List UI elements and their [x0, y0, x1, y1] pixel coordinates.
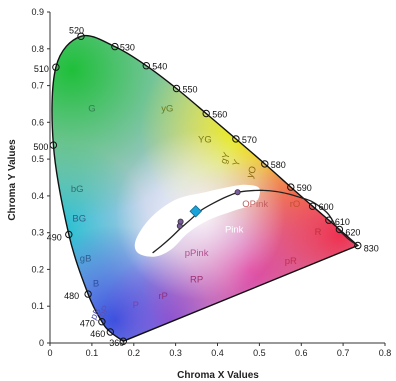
wavelength-label-480: 480	[64, 291, 79, 301]
wavelength-point-470	[98, 318, 106, 326]
y-tick-label: 0.1	[31, 301, 44, 311]
wavelength-label-830: 830	[364, 244, 379, 254]
wavelength-label-560: 560	[212, 110, 227, 120]
y-tick-label: 0.3	[31, 228, 44, 238]
spectral-locus-outline	[51, 34, 360, 342]
x-tick-label: 0.6	[295, 348, 308, 358]
wavelength-label-620: 620	[345, 227, 360, 237]
wavelength-label-600: 600	[319, 202, 334, 212]
x-tick-labels: 0 0.1 0.2 0.3 0.4 0.5 0.6 0.7 0.8	[47, 343, 391, 358]
y-tick-label: 0.2	[31, 264, 44, 274]
region-label-yg: yG	[161, 103, 173, 114]
x-tick-label: 0.4	[211, 348, 224, 358]
region-label-bp: bP	[97, 304, 112, 320]
region-label-bg: bG	[71, 184, 84, 195]
region-label-g: G	[88, 103, 95, 114]
wavelength-label-610: 610	[335, 217, 350, 227]
region-label-pink: Pink	[225, 225, 244, 236]
x-tick-label: 0.8	[379, 348, 392, 358]
x-tick-label: 0	[47, 348, 52, 358]
wavelength-point-570	[232, 135, 240, 143]
x-tick-label: 0.3	[169, 348, 182, 358]
x-axis-title: Chroma X Values	[177, 370, 259, 381]
region-label-rp: RP	[190, 274, 203, 285]
wavelength-label-590: 590	[297, 183, 312, 193]
diamond-marker	[189, 205, 202, 218]
wavelength-label-540: 540	[152, 62, 167, 72]
region-label-ro: rO	[290, 199, 301, 210]
region-label-bg: BG	[72, 214, 86, 225]
wavelength-markers	[49, 32, 362, 345]
region-label-gb: gB	[80, 253, 92, 264]
wavelength-label-550: 550	[183, 85, 198, 95]
y-tick-label: 0.7	[31, 81, 44, 91]
circle-marker-3	[234, 189, 241, 196]
data-markers	[176, 189, 241, 229]
y-tick-label: 0.5	[31, 154, 44, 164]
wavelength-point-620	[335, 225, 344, 234]
y-tick-label: 0	[39, 338, 44, 348]
circle-marker-1	[177, 218, 184, 225]
y-tick-label: 0.9	[31, 7, 44, 17]
y-tick-labels: 0 0.1 0.2 0.3 0.4 0.5 0.6 0.7 0.8 0.9	[31, 7, 50, 348]
wavelength-label-530: 530	[120, 43, 135, 53]
region-label-ppink: pPink	[185, 248, 209, 259]
axes: 0 0.1 0.2 0.3 0.4 0.5 0.6 0.7 0.8 00.10.20.30.40…	[7, 7, 391, 381]
x-tick-label: 0.5	[253, 348, 266, 358]
x-tick-label: 0.7	[337, 348, 350, 358]
wavelength-point-510	[52, 63, 60, 71]
x-tick-label: 0.2	[128, 348, 141, 358]
region-label-opink: OPink	[242, 199, 268, 210]
wavelength-point-460	[106, 328, 115, 336]
wavelength-point-360	[119, 337, 128, 345]
y-tick-label: 0.6	[31, 117, 44, 127]
wavelength-point-480	[84, 290, 92, 298]
wavelength-point-580	[261, 160, 269, 168]
wavelength-point-610	[325, 216, 333, 224]
region-label-y: Y	[231, 158, 244, 168]
region-label-p: P	[133, 300, 139, 311]
wavelength-label-500: 500	[33, 142, 48, 152]
wavelength-label-570: 570	[242, 135, 257, 145]
y-tick-label: 0.4	[31, 191, 44, 201]
region-label-pb: pB	[88, 306, 103, 322]
region-label-rp: rP	[158, 291, 168, 302]
wavelength-label-510: 510	[34, 64, 49, 74]
wavelength-point-560	[202, 109, 210, 118]
wavelength-label-470: 470	[80, 319, 95, 329]
region-label-gy: gY	[218, 150, 233, 165]
wavelength-point-590	[287, 183, 295, 191]
wavelength-label-580: 580	[271, 160, 286, 170]
x-tick-label: 0.1	[86, 348, 99, 358]
region-label-r: R	[315, 227, 322, 238]
white-region	[134, 184, 260, 257]
wavelength-point-550	[172, 84, 181, 93]
region-label-pr: pR	[285, 256, 297, 267]
wavelength-point-490	[65, 230, 73, 239]
region-label-b: B	[93, 279, 99, 290]
region-label-yg: YG	[198, 135, 212, 146]
wavelength-label-520: 520	[69, 25, 84, 35]
plot-area: 3604604704804905005105205305405505605705…	[33, 25, 378, 348]
wavelength-point-530	[111, 42, 119, 51]
region-label-yo: yO	[245, 165, 259, 180]
wavelength-point-600	[308, 202, 317, 210]
wavelength-label-490: 490	[47, 233, 62, 243]
wavelength-point-540	[142, 61, 151, 70]
y-axis-title: Chroma Y Values	[7, 139, 18, 221]
wavelength-label-460: 460	[90, 329, 105, 339]
wavelength-point-830	[354, 241, 362, 250]
y-tick-label: 0.8	[31, 44, 44, 54]
wavelength-labels: 3604604704804905005105205305405505605705…	[33, 25, 378, 348]
wavelength-point-520	[77, 32, 85, 40]
